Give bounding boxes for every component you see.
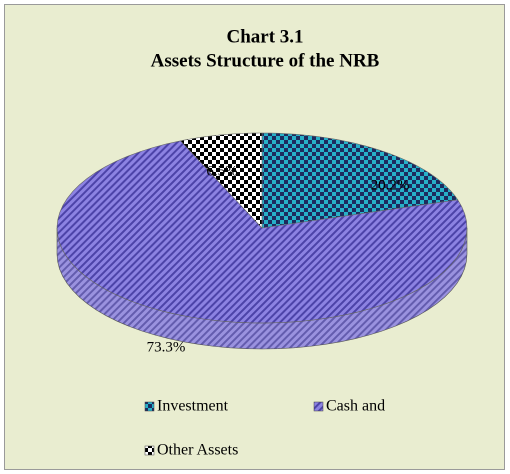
data-label: 6.5% bbox=[206, 163, 237, 179]
chart-subtitle: Assets Structure of the NRB bbox=[151, 50, 380, 71]
chart-title: Chart 3.1 bbox=[226, 26, 303, 47]
legend-label: Cash and bbox=[326, 398, 385, 415]
data-label: 20.2% bbox=[371, 177, 410, 193]
data-label: 73.3% bbox=[147, 339, 186, 355]
legend-swatch bbox=[313, 401, 324, 412]
pie-slice bbox=[261, 132, 459, 229]
pie bbox=[56, 132, 468, 350]
legend-label: Investment bbox=[157, 398, 229, 415]
legend-swatch bbox=[144, 401, 155, 412]
legend-label: Other Assets bbox=[157, 442, 238, 459]
pie-slice bbox=[56, 140, 468, 324]
legend-swatch bbox=[144, 445, 155, 456]
pie-slice bbox=[179, 132, 263, 229]
